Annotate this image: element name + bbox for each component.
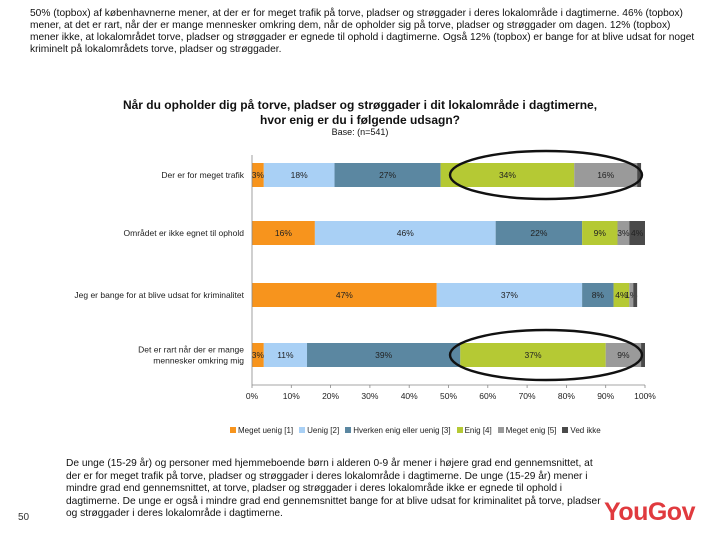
bar-segment [582, 221, 618, 245]
x-tick-label: 70% [519, 391, 536, 401]
x-tick-label: 90% [597, 391, 614, 401]
bar-segment [633, 283, 638, 307]
bar-segment [252, 163, 264, 187]
highlight-ellipse-traffic [448, 149, 644, 201]
data-label: 11% [277, 350, 294, 360]
category-label: Der er for meget trafik [161, 170, 244, 180]
x-tick-label: 100% [634, 391, 656, 401]
chart-title: Når du opholder dig på torve, pladser og… [122, 98, 598, 127]
legend-label: Meget uenig [1] [238, 426, 294, 435]
legend-swatch [497, 427, 504, 433]
data-label: 3% [617, 228, 630, 238]
category-label-line: Der er for meget trafik [161, 170, 244, 180]
intro-text: 50% (topbox) af københavnerne mener, at … [30, 8, 695, 55]
data-label: 4% [615, 290, 628, 300]
data-label: 37% [524, 350, 541, 360]
highlight-ellipse-people [448, 328, 644, 382]
data-label: 16% [597, 170, 614, 180]
legend-item: Uenig [2] [299, 426, 339, 435]
stacked-bar-chart: Der er for meget trafik Området er ikke e… [74, 149, 656, 401]
data-label: 27% [379, 170, 396, 180]
legend-item: Ved ikke [562, 426, 601, 435]
x-tick-label: 20% [322, 391, 339, 401]
bar-segment [495, 221, 583, 245]
data-label: 9% [594, 228, 607, 238]
bar-segment [460, 343, 606, 367]
legend-item: Hverken enig eller uenig [3] [345, 426, 451, 435]
bar-segment [637, 163, 642, 187]
chart-subtitle: Base: (n=541) [331, 127, 389, 137]
bar-segment [307, 343, 461, 367]
legend-swatch [299, 427, 306, 433]
x-tick-label: 10% [283, 391, 300, 401]
page-number: 50 [18, 512, 30, 523]
x-tick-label: 60% [479, 391, 496, 401]
bar-segment [334, 163, 441, 187]
bar-segment [629, 283, 634, 307]
bar-segment [574, 163, 638, 187]
data-label: 34% [499, 170, 516, 180]
category-label: Jeg er bange for at blive udsat for krim… [74, 290, 244, 300]
bar-segment [629, 221, 645, 245]
legend-item: Meget enig [5] [497, 426, 557, 435]
bar-segment [263, 343, 308, 367]
yougov-logo: YouGov [604, 498, 695, 526]
legend-label: Uenig [2] [307, 426, 340, 435]
data-label: 22% [530, 228, 547, 238]
data-label: 8% [592, 290, 605, 300]
bar-segment [436, 283, 583, 307]
data-label: 37% [501, 290, 518, 300]
legend-swatch [562, 427, 569, 433]
legend-swatch [456, 427, 463, 433]
data-label: 47% [336, 290, 353, 300]
data-label: 9% [617, 350, 630, 360]
data-label: 3% [252, 350, 265, 360]
category-label: Det er rart når der er mange mennesker om… [138, 345, 244, 366]
chart-legend: Meget uenig [1] Uenig [2] Hverken enig ell… [230, 426, 700, 435]
data-label: 46% [397, 228, 414, 238]
bar-segment [252, 221, 315, 245]
x-tick-label: 0% [246, 391, 259, 401]
category-label-line: Det er rart når der er mange [138, 345, 244, 355]
data-label: 16% [275, 228, 292, 238]
bar-segment [582, 283, 614, 307]
bar-segment [252, 343, 264, 367]
x-tick-label: 50% [440, 391, 457, 401]
legend-label: Ved ikke [570, 426, 601, 435]
bar-segment [263, 163, 335, 187]
category-label-line: mennesker omkring mig [153, 356, 244, 366]
legend-item: Enig [4] [456, 426, 492, 435]
legend-swatch [345, 427, 352, 433]
x-tick-label: 40% [401, 391, 418, 401]
data-label: 39% [375, 350, 392, 360]
bar-segment [314, 221, 496, 245]
legend-label: Enig [4] [464, 426, 492, 435]
bar-segment [252, 283, 437, 307]
data-label: 18% [291, 170, 308, 180]
category-label: Området er ikke egnet til ophold [124, 228, 245, 238]
data-label: 4% [631, 228, 644, 238]
outro-text: De unge (15-29 år) og personer med hjemm… [66, 458, 601, 520]
x-tick-label: 80% [558, 391, 575, 401]
bar-segment [617, 221, 630, 245]
legend-swatch [230, 427, 236, 433]
bar-segment [605, 343, 642, 367]
legend-label: Meget enig [5] [505, 426, 557, 435]
x-tick-label: 30% [361, 391, 378, 401]
bar-segment [613, 283, 630, 307]
category-label-line: Jeg er bange for at blive udsat for krim… [74, 290, 244, 300]
legend-item: Meget uenig [1] [230, 426, 293, 435]
data-label: 1% [625, 290, 638, 300]
category-label-line: Området er ikke egnet til ophold [124, 228, 245, 238]
legend-label: Hverken enig eller uenig [3] [353, 426, 451, 435]
bar-segment [440, 163, 575, 187]
data-label: 3% [252, 170, 265, 180]
